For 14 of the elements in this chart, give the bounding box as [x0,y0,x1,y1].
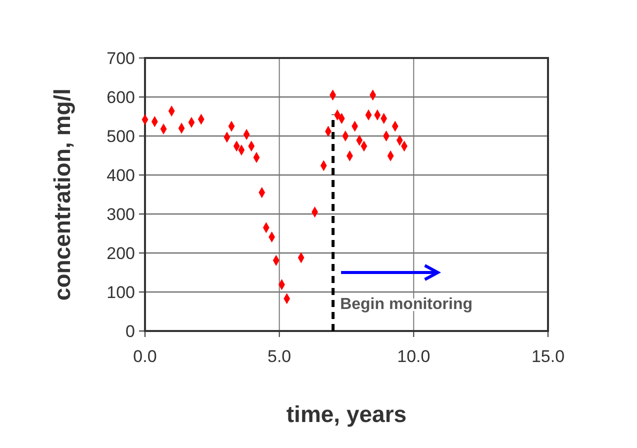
x-tick-label: 10.0 [397,347,430,366]
y-tick-label: 600 [106,88,135,107]
y-tick-label: 400 [106,166,135,185]
x-tick-label: 15.0 [531,347,565,366]
y-tick-label: 200 [106,244,135,263]
y-tick-label: 300 [106,204,135,224]
x-tick-label: 0.0 [133,347,157,366]
y-tick-label: 0 [126,322,135,341]
y-tick-label: 500 [106,126,135,146]
y-axis-title: concentration, mg/l [49,88,75,301]
y-tick-label: 100 [106,282,135,302]
y-tick-label: 700 [106,48,135,68]
x-axis-title: time, years [286,401,407,427]
x-tick-label: 5.0 [268,347,292,366]
